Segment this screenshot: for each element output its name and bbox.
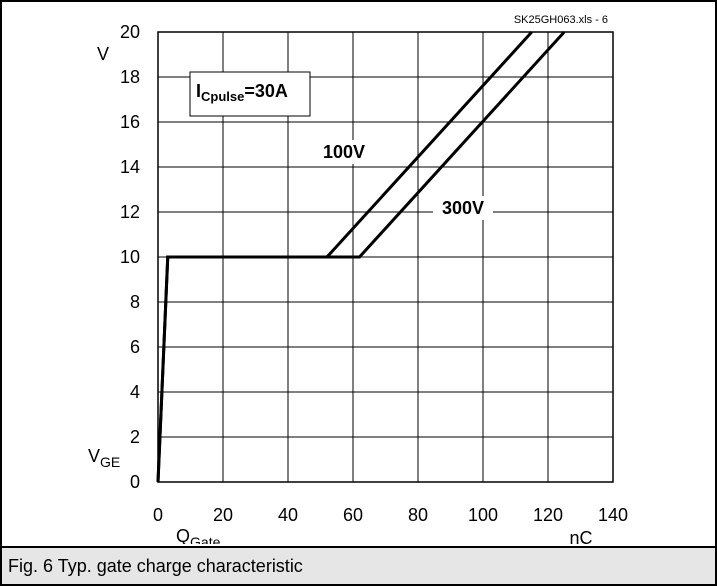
- y-tick-label: 18: [120, 67, 140, 87]
- y-tick-label: 4: [130, 382, 140, 402]
- y-tick-label: 0: [130, 472, 140, 492]
- y-tick-label: 10: [120, 247, 140, 267]
- x-tick-label: 120: [533, 505, 563, 525]
- series-label-300v: 300V: [442, 198, 484, 218]
- series-label-bg: [314, 140, 374, 164]
- plot-border: [157, 31, 614, 483]
- x-axis-label: QGate: [176, 526, 221, 544]
- gate-charge-chart: 0 20 40 60 80 100 120 140 0 2 4 6 8 10 12 14 16 18 20 VnC VG…: [88, 14, 628, 544]
- y-tick-label: 16: [120, 112, 140, 132]
- x-tick-label: 20: [213, 505, 233, 525]
- y-tick-label: 20: [120, 22, 140, 42]
- annotation-label: ICpulse=30A: [196, 81, 288, 104]
- source-label: SK25GH063.xls - 6: [514, 14, 608, 26]
- y-tick-label: 12: [120, 202, 140, 222]
- x-tick-label: 80: [408, 505, 428, 525]
- x-tick-label: 100: [468, 505, 498, 525]
- series-label-100v: 100V: [323, 142, 365, 162]
- x-unit-label: nC: [569, 528, 592, 544]
- y-tick-label: 2: [130, 427, 140, 447]
- figure-caption: Fig. 6 Typ. gate charge characteristic: [8, 556, 303, 576]
- x-tick-label: 40: [278, 505, 298, 525]
- x-tick-label: 0: [153, 505, 163, 525]
- series-label-bg: [433, 196, 493, 220]
- series-line-300v: [156, 30, 566, 483]
- y-tick-label: 8: [130, 292, 140, 312]
- caption-bar: Fig. 6 Typ. gate charge characteristic: [2, 546, 715, 584]
- annotation-box: [189, 71, 311, 117]
- x-tick-label: 60: [343, 505, 363, 525]
- y-tick-label: 14: [120, 157, 140, 177]
- x-tick-label: 140: [598, 505, 628, 525]
- y-unit-label: V: [97, 44, 109, 64]
- y-tick-label: 6: [130, 337, 140, 357]
- y-axis-label: VGE: [88, 446, 120, 470]
